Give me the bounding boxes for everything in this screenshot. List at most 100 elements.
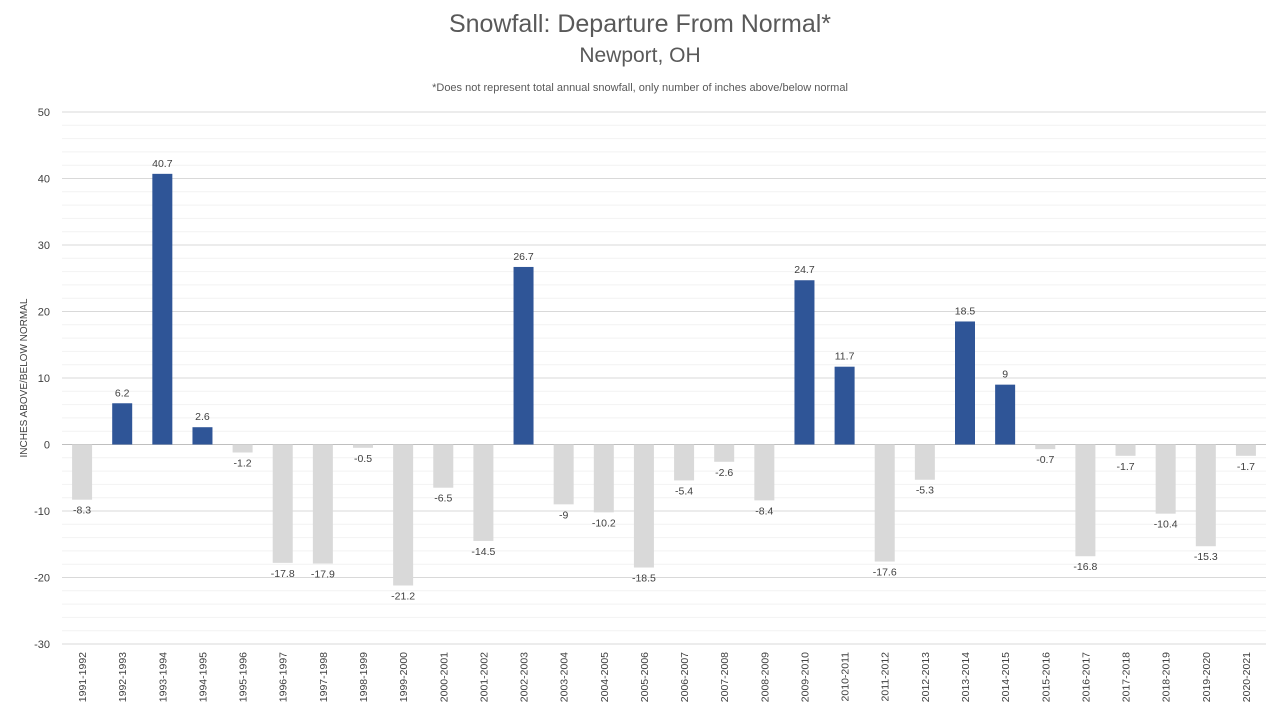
bar [112,403,133,445]
data-label: -10.2 [592,517,616,529]
y-tick-labels: -30 -20 -10 0 10 20 30 40 50 [34,107,50,651]
data-label: 18.5 [955,305,976,317]
data-label: 40.7 [152,158,173,170]
bar [1115,444,1136,456]
bar [1155,444,1176,514]
x-tick-label: 1995-1996 [238,652,250,702]
data-label: -2.6 [715,467,733,479]
bar [834,366,855,445]
data-label: 9 [1002,369,1008,381]
bar [353,444,373,448]
y-tick-label: 50 [38,107,50,119]
bar [914,444,935,480]
x-tick-label: 2011-2012 [880,652,892,702]
x-tick-label: 2006-2007 [679,652,691,702]
data-label: -17.6 [873,567,897,579]
x-tick-label: 2000-2001 [438,652,450,702]
y-tick-label: 10 [38,373,50,385]
data-label: -0.7 [1036,454,1054,466]
bar [794,280,815,445]
x-tick-label: 1991-1992 [77,652,89,702]
bar [72,444,93,500]
x-tick-label: 2002-2003 [519,652,531,702]
data-label: -8.4 [755,505,773,517]
bar [553,444,574,505]
x-tick-label: 1996-1997 [278,652,290,702]
bar [955,321,975,445]
bars [72,173,1256,586]
data-label: -18.5 [632,573,656,585]
bar [1035,444,1056,450]
x-tick-label: 2015-2016 [1040,652,1052,702]
bar [995,384,1016,445]
data-label: -1.7 [1237,461,1255,473]
bar [272,444,293,563]
major-gridlines [62,111,1266,645]
chart-note: *Does not represent total annual snowfal… [432,82,848,94]
x-tick-labels: 1991-1992 1992-1993 1993-1994 1994-1995 1995… [77,652,1253,702]
x-tick-label: 2016-2017 [1080,652,1092,702]
x-tick-label: 1992-1993 [117,652,129,702]
data-label: 6.2 [115,387,130,399]
x-tick-label: 2010-2011 [840,652,852,702]
y-tick-label: -20 [34,573,50,585]
x-tick-label: 1993-1994 [157,652,169,702]
bar [593,444,614,513]
data-label: 26.7 [513,251,534,263]
x-tick-label: 1999-2000 [398,652,410,702]
bar [433,444,454,488]
data-label: 2.6 [195,411,210,423]
x-tick-label: 2018-2019 [1161,652,1173,702]
bar [754,444,775,501]
data-label: 24.7 [794,264,815,276]
x-tick-label: 1997-1998 [318,652,330,702]
data-label: -1.7 [1116,461,1134,473]
data-label: -9 [559,509,568,521]
data-label: -15.3 [1194,551,1218,563]
x-tick-label: 2007-2008 [719,652,731,702]
x-tick-label: 2003-2004 [559,652,571,702]
bar [1235,444,1256,456]
bar [1075,444,1096,557]
x-tick-label: 2001-2002 [478,652,490,702]
x-tick-label: 1998-1999 [358,652,370,702]
bar [633,444,654,568]
y-tick-label: -30 [34,639,50,651]
data-label: -21.2 [391,590,415,602]
y-tick-label: -10 [34,506,50,518]
y-axis-label: INCHES ABOVE/BELOW NORMAL [19,298,30,457]
x-tick-label: 2020-2021 [1241,652,1253,702]
data-label: -16.8 [1073,561,1097,573]
x-tick-label: 2019-2020 [1201,652,1213,702]
x-tick-label: 2014-2015 [1000,652,1012,702]
bar [513,266,534,445]
data-label: -0.5 [354,453,372,465]
y-tick-label: 0 [44,440,50,452]
bar [714,444,735,462]
bar [473,444,494,541]
x-tick-label: 2012-2013 [920,652,932,702]
data-label: -8.3 [73,505,91,517]
chart-subtitle: Newport, OH [579,44,701,67]
x-tick-label: 2013-2014 [960,652,972,702]
data-label: -6.5 [434,493,452,505]
bar [232,444,253,453]
data-label: -17.8 [271,568,295,580]
x-tick-label: 2008-2009 [759,652,771,702]
bar [152,173,173,445]
data-labels: -8.3 6.2 40.7 2.6 -1.2 -17.8 -17.9 -0.5 -21.2 -6.… [73,158,1255,603]
minor-gridlines [62,124,1266,632]
x-tick-label: 2005-2006 [639,652,651,702]
y-tick-label: 40 [38,174,50,186]
bar [674,444,695,481]
data-label: 11.7 [835,351,855,363]
data-label: -5.3 [916,485,934,497]
x-tick-label: 2009-2010 [799,652,811,702]
bar [1195,444,1216,547]
bar [312,444,333,564]
data-label: -17.9 [311,569,335,581]
data-label: -14.5 [471,546,495,558]
x-tick-label: 2004-2005 [599,652,611,702]
bar [192,427,213,445]
